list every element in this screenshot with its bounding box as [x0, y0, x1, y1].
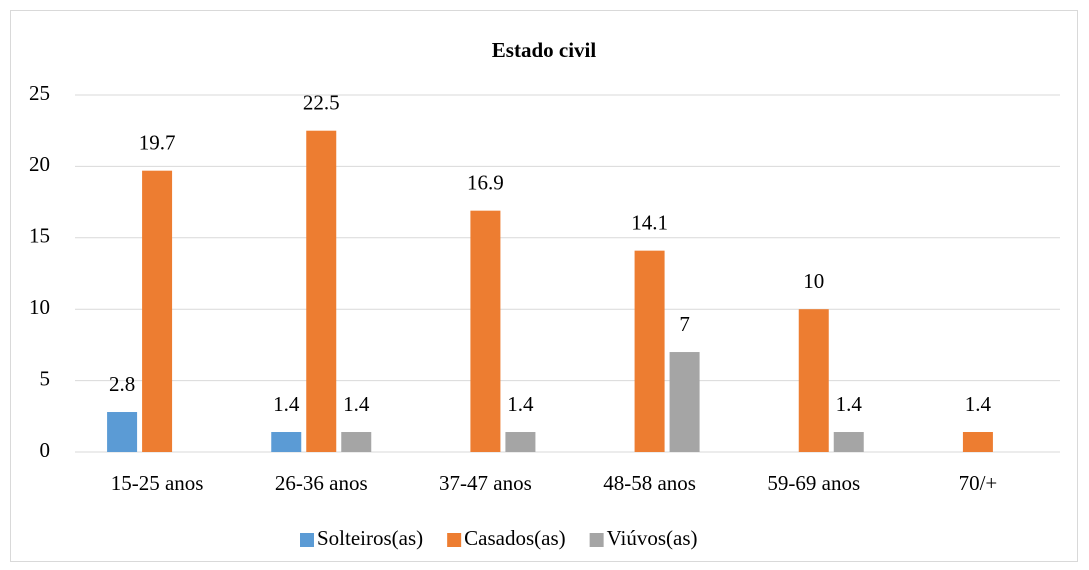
- bar: [962, 432, 993, 452]
- bar: [634, 250, 665, 452]
- data-label: 1.4: [965, 392, 992, 416]
- x-tick-label: 15-25 anos: [111, 471, 204, 495]
- y-tick-label: 0: [40, 438, 51, 462]
- data-label: 10: [803, 269, 824, 293]
- bar: [306, 130, 337, 452]
- data-label: 22.5: [303, 91, 340, 115]
- chart-frame: [10, 10, 1078, 562]
- bar: [341, 432, 372, 452]
- data-label: 1.4: [507, 392, 534, 416]
- data-label: 1.4: [836, 392, 863, 416]
- data-label: 2.8: [109, 372, 135, 396]
- bar: [669, 352, 700, 452]
- bar: [470, 210, 501, 452]
- bar: [271, 432, 302, 452]
- data-label: 16.9: [467, 170, 504, 194]
- x-tick-label: 59-69 anos: [767, 471, 860, 495]
- y-tick-label: 25: [29, 81, 50, 105]
- data-label: 1.4: [343, 392, 370, 416]
- bar: [107, 412, 138, 452]
- bar: [798, 309, 829, 452]
- x-tick-label: 48-58 anos: [603, 471, 696, 495]
- y-tick-label: 20: [29, 152, 50, 176]
- y-tick-label: 10: [29, 295, 50, 319]
- legend-swatch: [447, 533, 462, 547]
- legend-label: Viúvos(as): [607, 526, 698, 550]
- legend-swatch: [589, 533, 604, 547]
- bar: [505, 432, 536, 452]
- y-tick-label: 15: [29, 224, 50, 248]
- bar: [142, 170, 173, 452]
- x-tick-label: 37-47 anos: [439, 471, 532, 495]
- y-tick-label: 5: [40, 366, 51, 390]
- data-label: 14.1: [631, 210, 668, 234]
- chart-title: Estado civil: [492, 38, 597, 62]
- data-label: 7: [679, 312, 690, 336]
- legend-label: Casados(as): [464, 526, 565, 550]
- legend-swatch: [300, 533, 314, 547]
- x-tick-label: 70/+: [959, 471, 998, 495]
- data-label: 1.4: [273, 392, 300, 416]
- data-label: 19.7: [139, 130, 176, 154]
- legend-label: Solteiros(as): [317, 526, 423, 550]
- bar: [833, 432, 864, 452]
- x-tick-label: 26-36 anos: [275, 471, 368, 495]
